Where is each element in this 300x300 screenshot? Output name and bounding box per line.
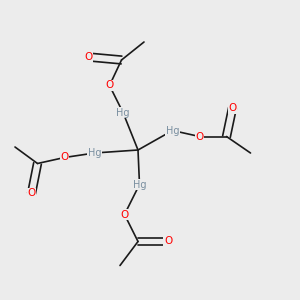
Text: O: O	[27, 188, 36, 199]
Text: Hg: Hg	[88, 148, 101, 158]
Text: Hg: Hg	[133, 179, 146, 190]
Text: O: O	[84, 52, 93, 62]
Text: O: O	[195, 131, 204, 142]
Text: O: O	[164, 236, 172, 247]
Text: O: O	[105, 80, 114, 91]
Text: O: O	[120, 209, 129, 220]
Text: Hg: Hg	[116, 107, 130, 118]
Text: O: O	[228, 103, 237, 113]
Text: Hg: Hg	[166, 125, 179, 136]
Text: O: O	[60, 152, 69, 163]
